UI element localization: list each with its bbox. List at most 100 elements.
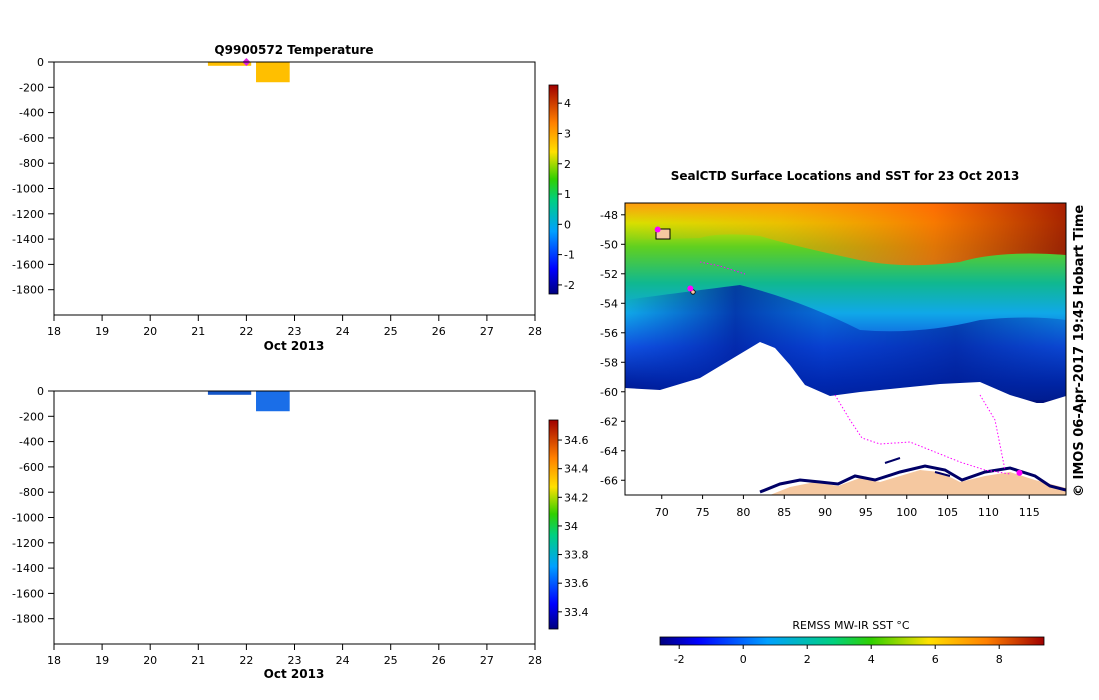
colorbar-tick-label: 4 — [564, 97, 571, 110]
colorbar-tick-label: 34 — [564, 520, 578, 533]
y-tick-label: -200 — [19, 81, 44, 94]
sst-map-y-ticks: -48 -50 -52 -54 -56 -58 -60 -62 -64 -66 — [600, 209, 625, 487]
temperature-panel: Q9900572 Temperature 0 -200 -400 -600 -800 -1… — [12, 43, 575, 353]
y-tick-label: -400 — [19, 107, 44, 120]
y-tick-label: 0 — [37, 56, 44, 69]
temperature-title: Q9900572 Temperature — [214, 43, 373, 57]
sst-colorbar-tick-label: 8 — [996, 653, 1003, 666]
kerguelen-island — [655, 228, 671, 240]
profile-bar — [207, 391, 252, 395]
lat-tick-label: -52 — [600, 268, 618, 281]
colorbar-tick-label: 33.8 — [564, 549, 589, 562]
x-tick-label: 20 — [143, 654, 157, 667]
x-tick-label: 27 — [480, 654, 494, 667]
y-tick-label: 0 — [37, 385, 44, 398]
ice-no-data-region — [625, 342, 1066, 495]
sst-map-frame — [624, 202, 1067, 496]
lat-tick-label: -64 — [600, 445, 618, 458]
seal-locations — [654, 226, 1023, 476]
y-tick-label: -1200 — [12, 537, 44, 550]
sst-colorbar-tick-label: -2 — [674, 653, 685, 666]
y-tick-label: -1400 — [12, 562, 44, 575]
y-tick-label: -1000 — [12, 183, 44, 196]
y-tick-label: -600 — [19, 461, 44, 474]
lat-tick-label: -56 — [600, 327, 618, 340]
antarctica-land — [770, 470, 1066, 495]
temperature-plot-frame — [53, 61, 536, 316]
sst-map-image — [625, 203, 1066, 495]
colorbar-tick-label: 34.6 — [564, 434, 589, 447]
warm-water-band — [625, 203, 1066, 266]
salinity-x-label: Oct 2013 — [264, 667, 325, 681]
seal-tracks — [699, 261, 1011, 475]
lat-tick-label: -62 — [600, 415, 618, 428]
antarctica-coastline — [759, 464, 1066, 494]
temperature-x-label: Oct 2013 — [264, 339, 325, 353]
x-tick-label: 19 — [95, 325, 109, 338]
sst-colorbar-tick-label: 0 — [740, 653, 747, 666]
lon-tick-label: 100 — [896, 506, 917, 519]
x-tick-label: 28 — [528, 325, 542, 338]
colorbar-tick-label: 3 — [564, 127, 571, 140]
salinity-y-ticks: 0 -200 -400 -600 -800 -1000 -1200 -1400 -1600 -18… — [12, 385, 54, 626]
colorbar-tick-label: -2 — [564, 279, 575, 292]
y-tick-label: -1000 — [12, 512, 44, 525]
lon-tick-label: 80 — [736, 506, 750, 519]
x-tick-label: 24 — [336, 325, 350, 338]
imos-stamp: © IMOS 06-Apr-2017 19:45 Hobart Time — [1072, 205, 1087, 497]
sst-map-panel: SealCTD Surface Locations and SST for 23… — [600, 169, 1087, 666]
x-tick-label: 18 — [47, 325, 61, 338]
x-tick-label: 18 — [47, 654, 61, 667]
y-tick-label: -1800 — [12, 284, 44, 297]
lat-tick-label: -58 — [600, 356, 618, 369]
sst-colorbar — [659, 636, 1045, 646]
lat-tick-label: -66 — [600, 474, 618, 487]
colorbar-tick-label: -1 — [564, 249, 575, 262]
lat-tick-label: -48 — [600, 209, 618, 222]
y-tick-label: -400 — [19, 436, 44, 449]
lon-tick-label: 70 — [655, 506, 669, 519]
colorbar-tick-label: 33.6 — [564, 577, 589, 590]
x-tick-label: 25 — [384, 325, 398, 338]
sst-colorbar-tick-label: 6 — [932, 653, 939, 666]
sst-map-x-ticks: 70 75 80 85 90 95 100 105 110 115 — [655, 495, 1040, 519]
y-tick-label: -1400 — [12, 233, 44, 246]
lon-tick-label: 95 — [859, 506, 873, 519]
x-tick-label: 27 — [480, 325, 494, 338]
sst-map-title: SealCTD Surface Locations and SST for 23… — [671, 169, 1020, 183]
coastal-ice-fragments — [884, 457, 951, 477]
colorbar-tick-label: 1 — [564, 188, 571, 201]
salinity-colorbar-ticks: 33.4 33.6 33.8 34 34.2 34.4 34.6 — [558, 434, 589, 619]
y-tick-label: -1600 — [12, 258, 44, 271]
seal-location-point — [687, 285, 694, 292]
sst-colorbar-tick-label: 2 — [804, 653, 811, 666]
salinity-plot-frame — [53, 390, 536, 645]
lon-tick-label: 85 — [777, 506, 791, 519]
x-tick-label: 22 — [239, 654, 253, 667]
colorbar-tick-label: 2 — [564, 158, 571, 171]
salinity-profiles — [207, 391, 290, 412]
x-tick-label: 26 — [432, 325, 446, 338]
x-tick-label: 25 — [384, 654, 398, 667]
sst-colorbar-tick-label: 4 — [868, 653, 875, 666]
salinity-x-ticks: 18 19 20 21 22 23 24 25 26 27 28 — [47, 644, 542, 667]
y-tick-label: -1600 — [12, 587, 44, 600]
x-tick-label: 19 — [95, 654, 109, 667]
y-tick-label: -200 — [19, 410, 44, 423]
seal-location-point — [654, 226, 661, 233]
seal-location-point — [1016, 469, 1023, 476]
lon-tick-label: 115 — [1019, 506, 1040, 519]
salinity-colorbar — [548, 419, 559, 630]
temperature-colorbar — [548, 84, 559, 295]
x-tick-label: 21 — [191, 325, 205, 338]
x-tick-label: 24 — [336, 654, 350, 667]
x-tick-label: 28 — [528, 654, 542, 667]
x-tick-label: 26 — [432, 654, 446, 667]
colorbar-tick-label: 34.2 — [564, 491, 589, 504]
sst-colorbar-ticks: -2 0 2 4 6 8 — [674, 645, 1003, 666]
colorbar-tick-label: 0 — [564, 218, 571, 231]
x-tick-label: 23 — [288, 654, 302, 667]
lon-tick-label: 110 — [978, 506, 999, 519]
y-tick-label: -1200 — [12, 208, 44, 221]
